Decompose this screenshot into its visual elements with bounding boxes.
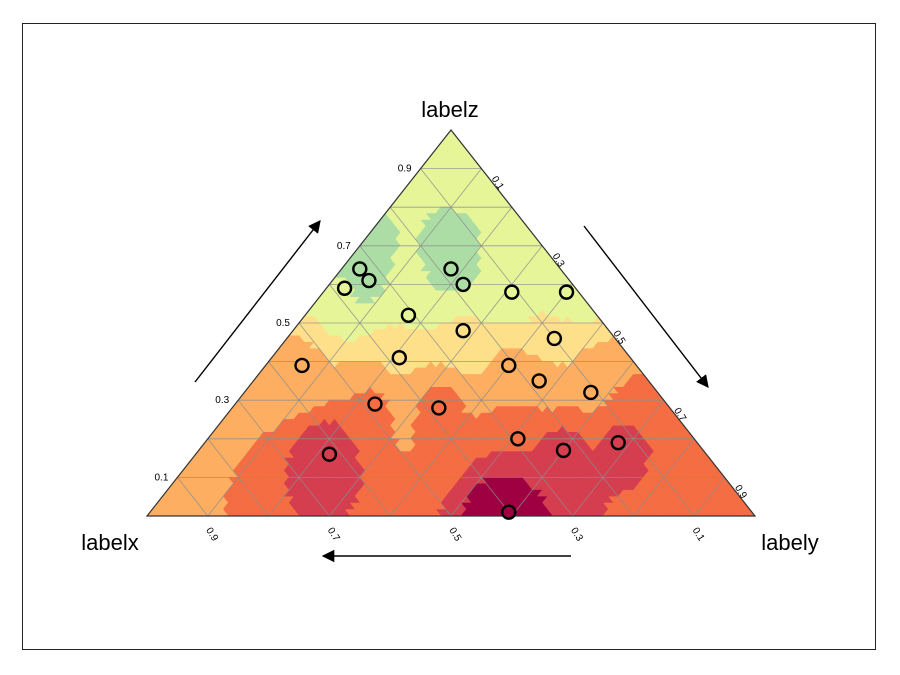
data-point xyxy=(336,280,353,296)
data-point xyxy=(501,504,517,520)
data-point xyxy=(558,284,575,300)
tick-label-z: 0.5 xyxy=(276,318,290,329)
data-point xyxy=(610,434,626,451)
data-point xyxy=(455,323,471,339)
contour-cell xyxy=(642,509,655,516)
contour-bands xyxy=(147,130,755,516)
data-point xyxy=(294,357,310,374)
tick-label-x: 0.3 xyxy=(568,526,585,544)
data-point xyxy=(501,357,517,374)
tick-label-x: 0.7 xyxy=(325,526,342,544)
tick-label-z: 0.1 xyxy=(154,472,168,483)
data-point xyxy=(546,330,563,347)
data-point xyxy=(555,442,572,459)
data-point xyxy=(431,400,447,416)
data-point xyxy=(361,272,377,289)
contour-cell xyxy=(673,509,685,516)
data-point xyxy=(504,284,520,300)
contour-cell xyxy=(734,509,746,516)
contour-cell xyxy=(723,509,736,516)
axis-label-y: labely xyxy=(761,530,818,555)
axis-label-x: labelx xyxy=(81,530,138,555)
tick-label-z: 0.7 xyxy=(337,241,351,252)
data-point xyxy=(455,276,471,293)
contour-cell xyxy=(652,509,665,516)
data-point xyxy=(531,373,547,389)
data-point xyxy=(367,396,383,412)
tick-label-x: 0.1 xyxy=(690,526,707,544)
tick-label-z: 0.9 xyxy=(398,164,412,175)
data-point xyxy=(321,446,338,462)
contour-cell xyxy=(663,509,675,516)
axis-label-z: labelz xyxy=(421,97,478,122)
contour-cell xyxy=(713,509,726,516)
tick-label-x: 0.9 xyxy=(203,526,220,544)
tick-label-x: 0.5 xyxy=(446,526,463,544)
data-point xyxy=(583,384,599,401)
data-point xyxy=(400,307,417,323)
data-point xyxy=(443,261,459,277)
data-point xyxy=(352,261,368,277)
data-point xyxy=(510,431,526,447)
tick-label-z: 0.3 xyxy=(215,395,229,406)
data-point xyxy=(391,350,408,366)
contour-cell xyxy=(703,509,716,516)
